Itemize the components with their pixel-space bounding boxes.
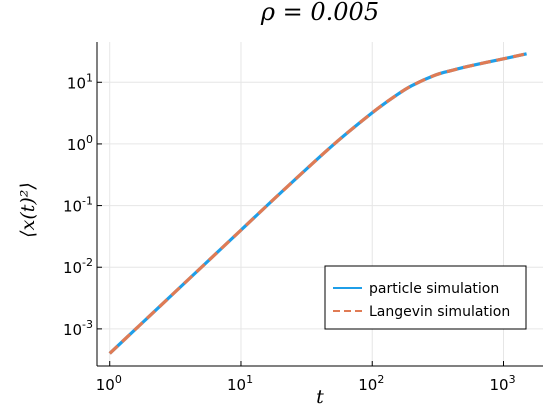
x-axis-label: t bbox=[316, 386, 324, 408]
series-line-langevin bbox=[108, 52, 527, 355]
x-tick-label: 103 bbox=[489, 373, 515, 394]
grid-lines bbox=[97, 42, 543, 366]
legend-box bbox=[324, 265, 527, 330]
chart-title: ρ = 0.005 bbox=[260, 0, 379, 26]
y-tick-label: 101 bbox=[67, 71, 93, 92]
legend: particle simulation Langevin simulation bbox=[324, 265, 527, 330]
tick-labels: 100 101 102 103 10-3 10-2 10-1 100 101 bbox=[63, 71, 516, 394]
legend-label-langevin: Langevin simulation bbox=[369, 304, 510, 320]
axes bbox=[96, 42, 543, 367]
x-tick-label: 101 bbox=[227, 373, 253, 394]
legend-label-particle: particle simulation bbox=[369, 281, 499, 297]
x-tick-label: 100 bbox=[96, 373, 122, 394]
y-tick-label: 10-2 bbox=[63, 256, 93, 277]
y-axis-label: ⟨x(t)²⟩ bbox=[17, 182, 39, 238]
y-tick-label: 10-1 bbox=[63, 195, 93, 216]
y-tick-label: 10-3 bbox=[63, 318, 93, 339]
x-tick-label: 102 bbox=[358, 373, 384, 394]
series-layer bbox=[108, 52, 527, 355]
y-tick-label: 100 bbox=[67, 133, 93, 154]
